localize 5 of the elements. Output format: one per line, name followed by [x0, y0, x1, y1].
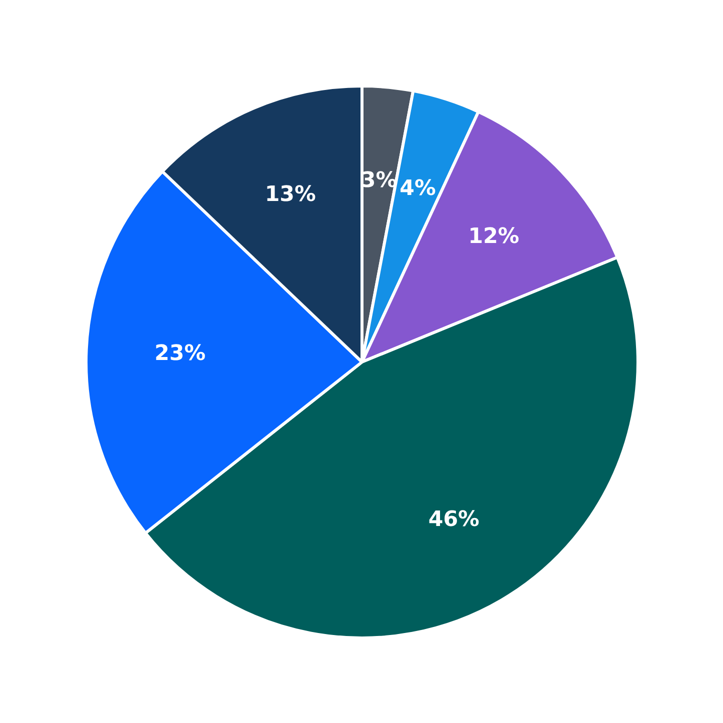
data-label: 46% — [428, 506, 480, 532]
data-label: 12% — [468, 224, 520, 249]
data-label: 13% — [264, 182, 316, 208]
data-label: 23% — [154, 341, 206, 366]
data-label: 4% — [400, 176, 436, 202]
